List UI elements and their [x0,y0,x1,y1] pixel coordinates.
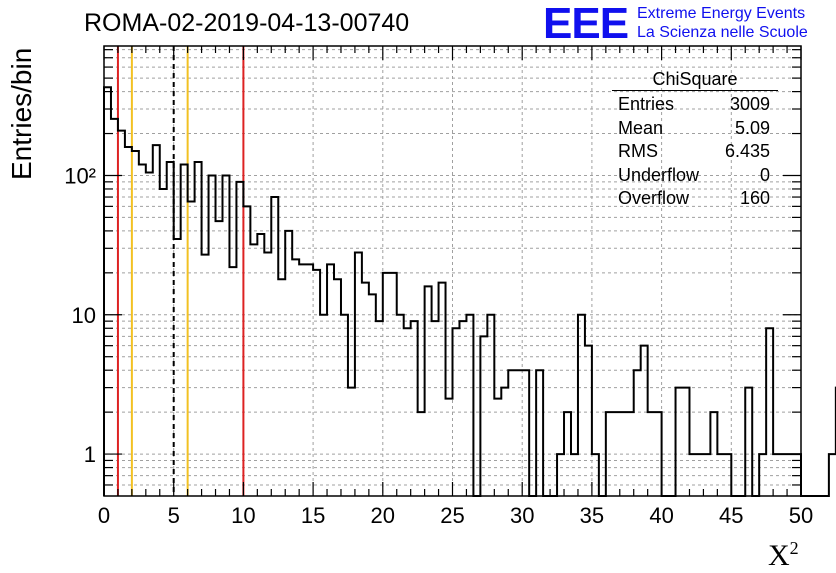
y-axis-label: Entries/bin [6,47,37,180]
axis-ticks [103,46,802,496]
x-tick-label-25: 25 [440,503,464,528]
x-tick-label-0: 0 [98,503,110,528]
stats-row-mean: Mean 5.09 [618,117,770,138]
x-tick-label-30: 30 [510,503,534,528]
x-tick-label-20: 20 [371,503,395,528]
x-axis-label: X2 [768,538,799,572]
y-tick-label: 1 [84,442,96,467]
y-tick-label: 10² [64,163,96,188]
x-tick-label-35: 35 [580,503,604,528]
stats-row-rms: RMS 6.435 [618,141,770,161]
stats-row-overflow: Overflow 160 [618,188,770,208]
chart-title: ROMA-02-2019-04-13-00740 [84,9,410,37]
stats-row-underflow: Underflow 0 [618,164,770,185]
histogram-outline [103,86,836,497]
y-tick-label: 10 [72,303,96,328]
x-tick-label-10: 10 [231,503,255,528]
logo-line-2: La Scienza nelle Scuole [637,24,808,41]
stats-title: ChiSquare [652,69,738,89]
reference-lines [116,46,245,496]
x-tick-label-15: 15 [301,503,325,528]
stats-divider [612,90,778,91]
eee-logo: EEE [543,0,629,48]
stats-row-entries: Entries 3009 [618,94,770,114]
x-tick-label-5: 5 [168,503,180,528]
x-tick-labels: 0 5 10 15 20 25 30 35 40 45 50 [98,503,813,528]
x-tick-label-40: 40 [649,503,673,528]
logo-line-1: Extreme Energy Events [637,5,806,22]
y-tick-labels: 1 10 10² [64,163,96,467]
x-tick-label-50: 50 [789,503,813,528]
x-tick-label-45: 45 [719,503,743,528]
stats-box: ChiSquare Entries 3009 Mean 5.09 RMS 6.435 … [612,68,778,211]
